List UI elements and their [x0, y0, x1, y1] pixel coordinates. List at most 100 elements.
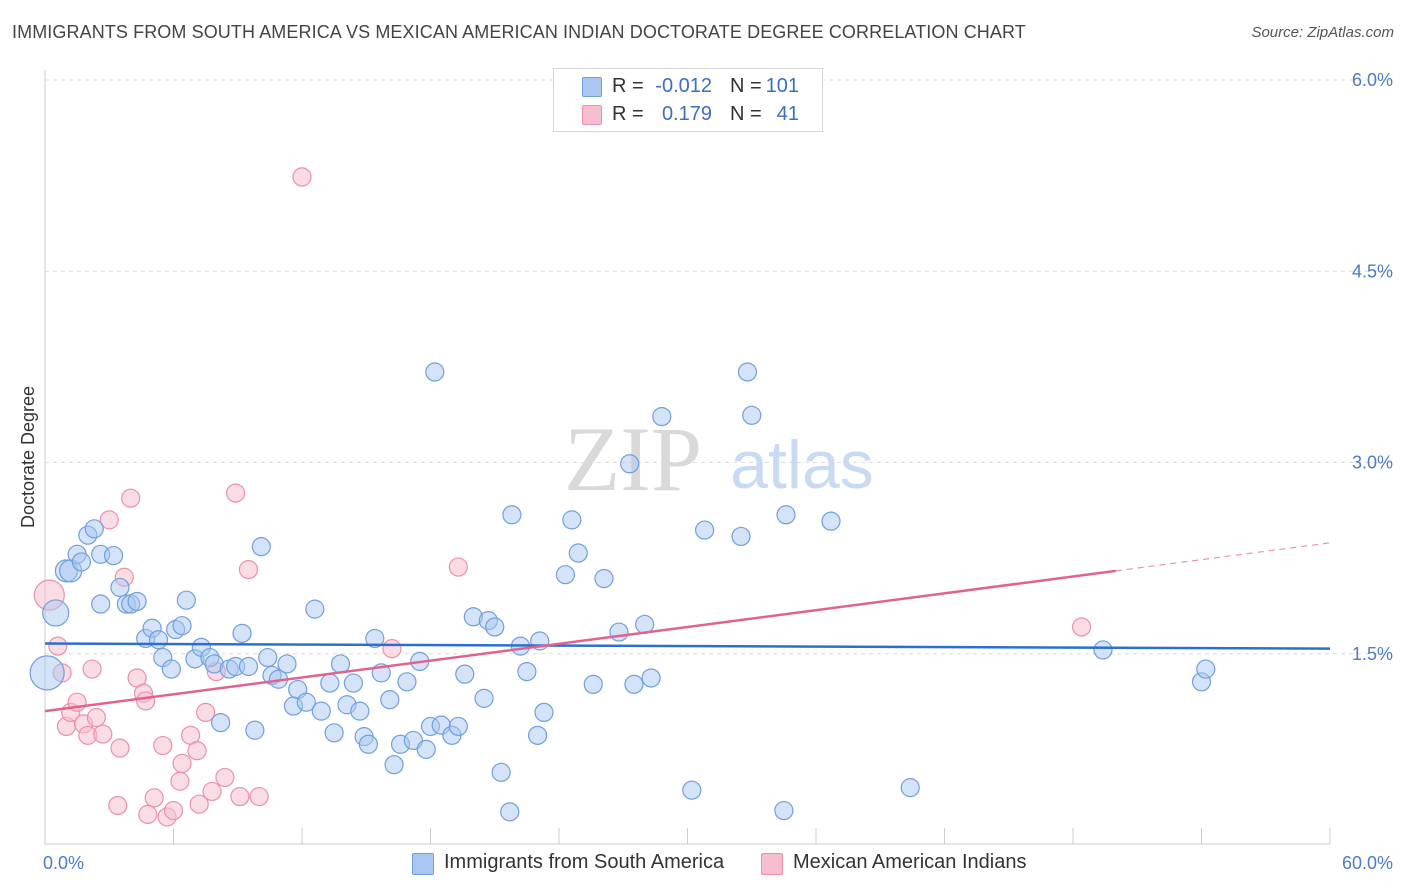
- data-point-blue: [258, 647, 278, 668]
- data-point-blue: [609, 622, 629, 642]
- y-axis-label: Doctorate Degree: [18, 386, 38, 528]
- data-point-pink: [82, 659, 102, 679]
- data-point-blue: [91, 594, 111, 614]
- data-point-blue: [527, 725, 548, 745]
- data-point-blue: [742, 405, 762, 425]
- data-point-blue: [211, 712, 231, 733]
- legend-n-label: N =: [730, 75, 762, 97]
- data-point-blue: [821, 511, 841, 531]
- data-point-blue: [485, 617, 505, 637]
- data-point-pink: [163, 800, 184, 821]
- data-point-pink: [202, 781, 222, 802]
- source-label: Source: ZipAtlas.com: [1251, 24, 1394, 41]
- data-point-blue: [397, 672, 417, 692]
- bottom-legend-swatch-blue: [412, 853, 434, 875]
- data-point-pink: [86, 707, 107, 728]
- data-point-blue: [562, 510, 582, 530]
- data-point-blue: [161, 659, 181, 679]
- data-point-blue: [594, 568, 614, 589]
- data-point-blue: [517, 661, 537, 682]
- legend-r-label: R =: [612, 75, 644, 97]
- data-point-blue: [491, 762, 511, 782]
- bottom-legend-label: Immigrants from South America: [444, 851, 725, 873]
- axes: [44, 70, 1331, 845]
- watermark: ZIP atlas: [564, 408, 874, 510]
- legend-r-value: -0.012: [655, 75, 712, 97]
- data-point-blue: [42, 599, 70, 627]
- y-tick-label: 4.5%: [1352, 261, 1393, 281]
- data-point-blue: [455, 664, 475, 684]
- data-point-blue: [103, 545, 124, 566]
- data-point-blue: [324, 723, 344, 743]
- data-point-pink: [230, 786, 250, 807]
- data-point-blue: [245, 720, 265, 740]
- legend-swatch-blue: [582, 77, 602, 97]
- data-point-blue: [652, 407, 672, 427]
- y-tick-label: 6.0%: [1352, 70, 1393, 90]
- data-point-blue: [110, 577, 130, 598]
- data-point-pink: [136, 691, 156, 711]
- data-point-pink: [99, 510, 119, 530]
- data-point-blue: [731, 526, 751, 547]
- data-point-blue: [502, 505, 522, 525]
- data-point-blue: [176, 590, 196, 610]
- data-point-pink: [110, 738, 130, 758]
- data-point-blue: [774, 800, 794, 821]
- data-point-blue: [127, 591, 147, 612]
- legend-n-value: 101: [765, 75, 799, 97]
- data-point-blue: [232, 623, 252, 643]
- data-point-pink: [215, 767, 235, 788]
- data-point-blue: [148, 630, 169, 650]
- data-point-blue: [365, 628, 385, 649]
- chart-title: IMMIGRANTS FROM SOUTH AMERICA VS MEXICAN…: [12, 22, 1026, 42]
- trend-line-blue: [44, 642, 1331, 650]
- data-point-blue: [534, 702, 554, 723]
- data-point-blue: [320, 673, 340, 693]
- data-point-blue: [620, 454, 640, 474]
- data-point-blue: [296, 692, 316, 712]
- data-point-blue: [380, 690, 400, 710]
- trend-line-pink: [44, 569, 1116, 713]
- data-point-blue: [358, 734, 378, 754]
- y-tick-label: 1.5%: [1352, 644, 1393, 664]
- data-point-pink: [249, 786, 269, 807]
- data-point-pink: [93, 724, 113, 744]
- series-immigrants-south-america: [29, 362, 1216, 822]
- data-point-pink: [48, 636, 68, 656]
- data-point-pink: [170, 771, 190, 791]
- data-point-blue: [500, 802, 520, 822]
- data-point-blue: [474, 688, 494, 708]
- x-tick-label: 0.0%: [43, 853, 84, 873]
- data-point-blue: [583, 674, 603, 694]
- legend-r-label: R =: [612, 103, 644, 125]
- data-point-pink: [108, 795, 128, 816]
- data-point-blue: [1093, 640, 1113, 660]
- y-tick-label: 3.0%: [1352, 453, 1393, 473]
- data-point-pink: [448, 557, 468, 577]
- data-point-pink: [187, 741, 207, 761]
- data-point-pink: [121, 488, 141, 508]
- series-mexican-american-indians: [33, 167, 1092, 827]
- data-point-blue: [251, 537, 271, 557]
- data-point-blue: [238, 656, 259, 677]
- watermark-atlas: atlas: [730, 427, 874, 503]
- data-point-blue: [568, 543, 588, 563]
- trend-lines: [44, 542, 1331, 713]
- data-point-blue: [682, 780, 702, 800]
- data-point-blue: [330, 654, 351, 674]
- data-point-blue: [29, 655, 65, 691]
- legend-swatch-pink: [582, 105, 602, 125]
- trend-line-pink-extension: [1115, 542, 1331, 572]
- data-point-blue: [776, 505, 796, 525]
- data-point-pink: [144, 788, 164, 808]
- data-point-pink: [238, 559, 259, 580]
- bottom-legend-swatch-pink: [761, 853, 783, 875]
- legend-n-label: N =: [730, 103, 762, 125]
- data-point-blue: [172, 616, 192, 636]
- data-point-pink: [226, 483, 246, 503]
- legend-r-value: 0.179: [661, 103, 712, 125]
- data-point-blue: [737, 362, 758, 382]
- correlation-legend: R = -0.012 N = 101 R = 0.179 N = 41: [553, 68, 823, 132]
- data-point-blue: [311, 701, 331, 721]
